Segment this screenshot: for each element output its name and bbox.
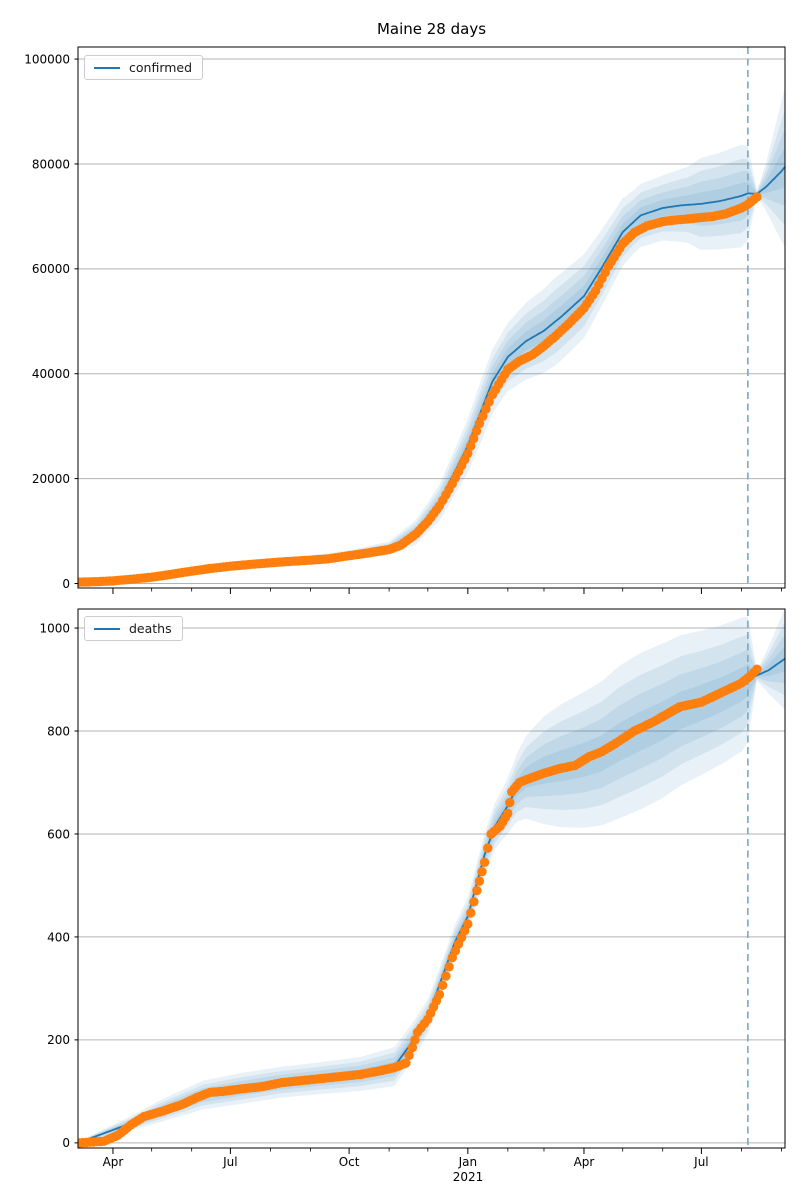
deaths-line-icon [94, 627, 120, 630]
svg-text:1000: 1000 [39, 621, 70, 635]
svg-text:400: 400 [47, 930, 70, 944]
svg-text:100000: 100000 [24, 52, 70, 66]
svg-text:Apr: Apr [574, 1155, 595, 1169]
svg-text:200: 200 [47, 1033, 70, 1047]
chart-confirmed: 0 20000 40000 60000 80000 100000 [24, 46, 786, 594]
svg-text:20000: 20000 [32, 472, 70, 486]
svg-text:Jan: Jan [458, 1155, 478, 1169]
confirmed-y-axis: 0 20000 40000 60000 80000 100000 [24, 52, 78, 591]
gridlines [78, 58, 785, 584]
svg-text:80000: 80000 [32, 157, 70, 171]
confidence-bands [79, 609, 785, 1144]
deaths-x-axis: Apr Jul Oct Jan Apr Jul [103, 1148, 782, 1169]
svg-text:0: 0 [62, 1136, 70, 1150]
svg-text:600: 600 [47, 827, 70, 841]
svg-text:800: 800 [47, 724, 70, 738]
deaths-actual-dots [78, 664, 762, 1148]
x-axis-year-label: 2021 [452, 1170, 484, 1184]
deaths-plot-border [77, 608, 786, 1149]
confirmed-actual-dots [78, 192, 762, 587]
confirmed-line-icon [94, 66, 120, 69]
svg-text:60000: 60000 [32, 262, 70, 276]
legend-confirmed-label: confirmed [129, 60, 193, 75]
svg-text:40000: 40000 [32, 367, 70, 381]
chart-title: Maine 28 days [376, 20, 487, 38]
svg-text:Jul: Jul [693, 1155, 708, 1169]
legend-confirmed: confirmed [84, 55, 204, 80]
confirmed-x-axis [112, 588, 782, 594]
gridlines [78, 627, 785, 1144]
legend-deaths: deaths [84, 616, 183, 641]
chart-deaths: 0 200 400 600 800 1000 Apr Jul Oct Jan Apr Jul [39, 608, 786, 1169]
legend-deaths-label: deaths [129, 621, 172, 636]
svg-text:0: 0 [62, 577, 70, 591]
svg-text:Jul: Jul [222, 1155, 237, 1169]
deaths-y-axis: 0 200 400 600 800 1000 [39, 621, 78, 1150]
svg-text:Apr: Apr [103, 1155, 124, 1169]
confirmed-plot-border [77, 46, 786, 589]
svg-text:Oct: Oct [339, 1155, 360, 1169]
